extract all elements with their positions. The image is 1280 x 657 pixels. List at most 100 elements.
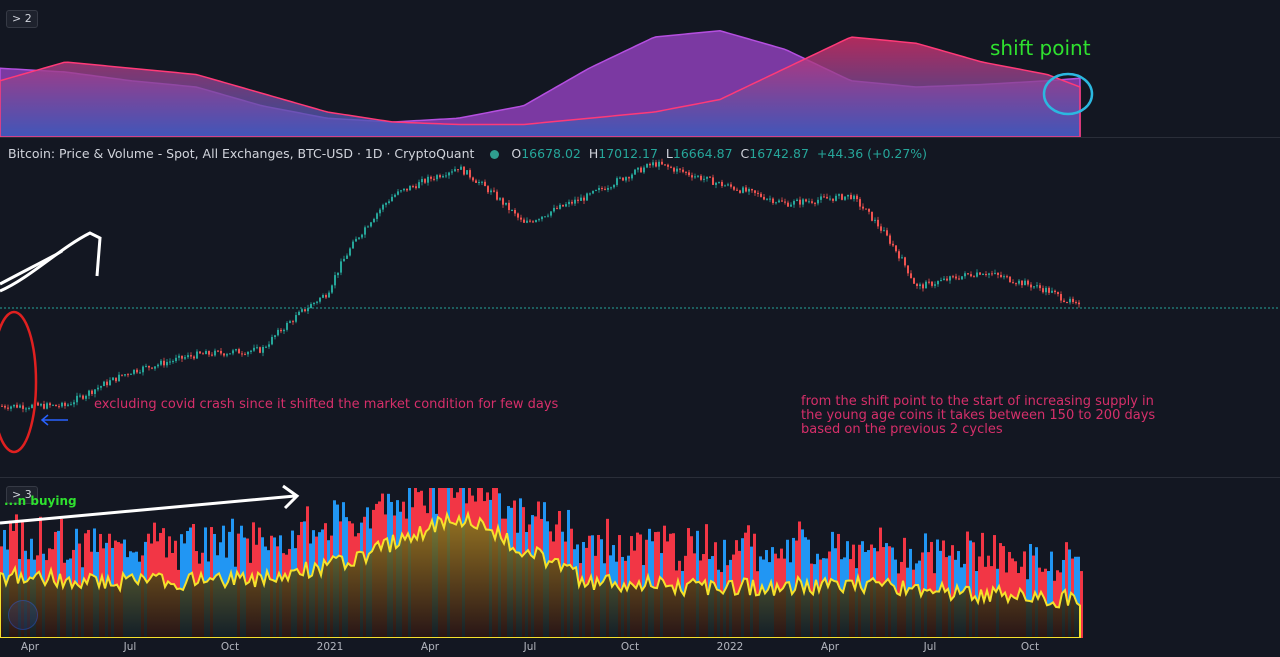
x-tick-label: Oct	[1020, 641, 1040, 653]
candle-body	[829, 198, 831, 200]
oscillator-bar	[654, 532, 657, 638]
candles-group	[1, 158, 1080, 413]
candle-body	[484, 181, 486, 187]
candle-body	[421, 179, 423, 183]
candle-body	[76, 395, 78, 403]
candle-body	[991, 273, 993, 275]
candle-body	[793, 201, 795, 205]
x-tick-label: Jul	[523, 641, 537, 653]
candle-body	[130, 373, 132, 375]
candle-body	[262, 346, 264, 353]
oscillator-bar	[1065, 542, 1068, 638]
oscillator-bar	[705, 524, 708, 638]
candle-body	[178, 355, 180, 358]
candle-body	[982, 274, 984, 276]
candle-body	[400, 190, 402, 192]
low-value: 16664.87	[672, 146, 733, 161]
candle-body	[664, 164, 666, 166]
candle-body	[988, 273, 990, 275]
candle-body	[1072, 298, 1074, 303]
candle-body	[271, 336, 273, 345]
x-tick-label: Apr	[20, 641, 40, 653]
candle-body	[529, 220, 531, 222]
candle-body	[712, 177, 714, 185]
candle-body	[226, 354, 228, 356]
candle-body	[280, 329, 282, 332]
candle-body	[205, 351, 207, 355]
candle-body	[166, 361, 168, 366]
candle-body	[490, 190, 492, 193]
candle-body	[304, 309, 306, 312]
candle-body	[424, 179, 426, 183]
candle-body	[1078, 302, 1080, 305]
candle-body	[937, 281, 939, 285]
candle-body	[628, 177, 630, 179]
candle-body	[1048, 287, 1050, 293]
candle-body	[40, 404, 42, 406]
candle-body	[835, 195, 837, 201]
candle-body	[637, 167, 639, 170]
candle-body	[604, 188, 606, 190]
rising-arrow-drawing	[0, 484, 300, 525]
candle-body	[295, 315, 297, 322]
pane-collapse-button-bottom[interactable]: > 3	[6, 486, 38, 504]
candle-body	[673, 167, 675, 172]
tradingview-logo-icon[interactable]	[8, 600, 38, 630]
candle-body	[889, 235, 891, 244]
candle-body	[259, 347, 261, 353]
candle-body	[589, 193, 591, 195]
candle-body	[112, 377, 114, 381]
symbol-title[interactable]: Bitcoin: Price & Volume - Spot, All Exch…	[8, 146, 475, 161]
eye-icon[interactable]	[490, 150, 500, 159]
candle-body	[547, 215, 549, 217]
candle-body	[103, 381, 105, 387]
candle-body	[655, 162, 657, 167]
candle-body	[883, 230, 885, 232]
candle-body	[511, 210, 513, 212]
candle-body	[88, 390, 90, 396]
candle-body	[805, 199, 807, 202]
candle-body	[544, 216, 546, 218]
candle-body	[475, 180, 477, 183]
candle-body	[1, 405, 3, 407]
candle-body	[946, 278, 948, 281]
candle-body	[148, 365, 150, 368]
candle-body	[583, 197, 585, 201]
candle-body	[238, 349, 240, 354]
candle-body	[610, 187, 612, 189]
candle-body	[328, 292, 330, 298]
x-tick-label: Apr	[420, 641, 440, 653]
candle-body	[1060, 294, 1062, 301]
candle-body	[769, 198, 771, 200]
candle-body	[142, 366, 144, 373]
candle-body	[202, 353, 204, 355]
chart-legend: Bitcoin: Price & Volume - Spot, All Exch…	[8, 146, 928, 161]
candle-body	[16, 404, 18, 408]
candle-body	[28, 407, 30, 409]
candle-body	[781, 200, 783, 202]
candle-body	[901, 257, 903, 259]
candle-body	[406, 188, 408, 191]
candle-body	[154, 366, 156, 369]
oscillator-bar	[1068, 549, 1071, 638]
candle-body	[742, 187, 744, 193]
candle-body	[448, 172, 450, 176]
candle-body	[445, 175, 447, 177]
candle-body	[73, 402, 75, 405]
candle-body	[115, 377, 117, 382]
candle-body	[187, 355, 189, 358]
candle-body	[379, 209, 381, 214]
candle-body	[370, 222, 372, 227]
close-value: 16742.87	[749, 146, 809, 161]
x-tick-label: Jul	[923, 641, 937, 653]
pane-collapse-button[interactable]: > 2	[6, 10, 38, 28]
candle-body	[199, 351, 201, 354]
covid-crash-circle	[0, 310, 38, 454]
candle-body	[1012, 282, 1014, 284]
candle-body	[208, 351, 210, 355]
candle-body	[577, 199, 579, 201]
candle-body	[622, 177, 624, 181]
time-axis: Apr Jul Oct 2021 Apr Jul Oct 2022 Apr Jul Oct	[0, 638, 1280, 657]
candle-body	[376, 213, 378, 219]
candle-body	[838, 194, 840, 196]
